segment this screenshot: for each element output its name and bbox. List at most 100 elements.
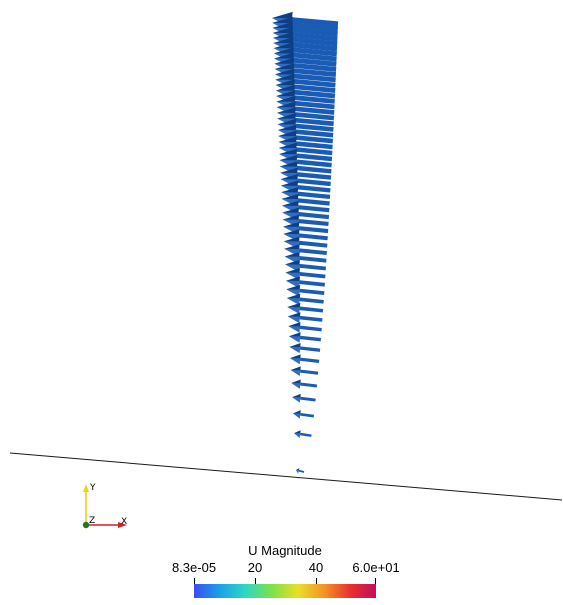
vector-head-highlight bbox=[289, 346, 301, 354]
z-axis-label: Z bbox=[89, 516, 95, 526]
vector-shaft bbox=[300, 412, 315, 418]
vector-shaft bbox=[292, 47, 337, 57]
ground-line bbox=[9, 452, 563, 501]
velocity-vector-glyph bbox=[292, 410, 315, 419]
vector-shaft bbox=[299, 271, 326, 279]
vector-shaft bbox=[298, 218, 329, 227]
scalar-colorbar[interactable]: U Magnitude 8.3e-05 20 40 6.0e+01 bbox=[160, 543, 410, 603]
colorbar-tick-label-min: 8.3e-05 bbox=[171, 560, 217, 575]
velocity-vector-glyph bbox=[290, 366, 319, 376]
vector-shaft bbox=[299, 263, 327, 271]
vector-shaft bbox=[298, 233, 328, 241]
vector-shaft bbox=[292, 52, 337, 62]
vector-shaft bbox=[298, 248, 327, 256]
velocity-vector-glyph bbox=[294, 430, 312, 438]
vector-shaft bbox=[296, 147, 333, 156]
vector-shaft bbox=[294, 95, 335, 104]
vector-shaft bbox=[298, 240, 328, 248]
colorbar-tick-mark bbox=[375, 578, 376, 584]
vector-shaft bbox=[299, 288, 325, 295]
z-axis-dot bbox=[82, 521, 90, 529]
vector-shaft bbox=[293, 62, 337, 72]
vector-shaft bbox=[298, 211, 330, 220]
vector-shaft bbox=[296, 165, 332, 174]
vector-head-highlight bbox=[287, 316, 300, 324]
velocity-vector-glyph bbox=[285, 276, 325, 288]
vector-shaft bbox=[292, 37, 338, 47]
colorbar-gradient bbox=[194, 584, 376, 598]
colorbar-tick-mark bbox=[194, 578, 195, 584]
vector-shaft bbox=[295, 135, 334, 144]
vector-shaft bbox=[296, 172, 332, 180]
y-axis-arrowhead bbox=[83, 484, 89, 492]
colorbar-tick-label-40: 40 bbox=[308, 560, 324, 575]
orientation-axes-widget[interactable]: Y Z X bbox=[82, 483, 127, 529]
vector-head-highlight bbox=[294, 433, 301, 438]
velocity-vector-glyph bbox=[292, 393, 316, 403]
vector-shaft bbox=[295, 117, 334, 127]
vector-head-highlight bbox=[288, 326, 301, 333]
vector-shaft bbox=[299, 325, 322, 332]
velocity-vector-glyph bbox=[290, 354, 320, 365]
x-axis-label: X bbox=[121, 517, 127, 527]
vector-shaft bbox=[296, 159, 332, 168]
vector-head-highlight bbox=[292, 413, 301, 419]
vector-shaft bbox=[291, 22, 339, 32]
vector-shaft bbox=[297, 205, 330, 213]
velocity-vector-glyph bbox=[291, 379, 318, 389]
colorbar-tick-mark bbox=[255, 578, 256, 584]
velocity-vector-glyph bbox=[288, 322, 322, 333]
velocity-vector-glyph bbox=[286, 293, 324, 305]
velocity-glyphs bbox=[272, 11, 339, 474]
velocity-vector-glyph bbox=[288, 332, 322, 343]
vector-shaft bbox=[295, 123, 334, 132]
vector-shaft bbox=[293, 73, 336, 83]
vector-shaft bbox=[296, 153, 333, 162]
vector-shaft bbox=[299, 315, 323, 322]
vector-shaft bbox=[297, 185, 331, 193]
vector-head-highlight bbox=[287, 307, 300, 314]
vector-head-highlight bbox=[296, 470, 299, 474]
vector-shaft bbox=[294, 100, 335, 110]
vector-shaft bbox=[299, 357, 320, 363]
vector-shaft bbox=[293, 68, 337, 78]
vector-shaft bbox=[292, 32, 338, 42]
vector-shaft bbox=[294, 89, 336, 99]
vector-head-highlight bbox=[285, 280, 300, 288]
vector-shaft bbox=[292, 27, 338, 37]
colorbar-tick-mark bbox=[316, 578, 317, 584]
vector-shaft bbox=[293, 84, 336, 93]
vector-shaft bbox=[293, 78, 336, 88]
vector-head-highlight bbox=[290, 358, 301, 365]
vector-shaft bbox=[299, 335, 322, 342]
vector-shaft bbox=[292, 42, 338, 52]
vector-head-highlight bbox=[288, 336, 301, 343]
vector-shaft bbox=[297, 198, 330, 206]
velocity-vector-glyph bbox=[289, 343, 321, 354]
vector-shaft bbox=[298, 469, 305, 473]
velocity-vector-glyph bbox=[286, 284, 325, 297]
vector-shaft bbox=[298, 226, 329, 234]
vector-shaft bbox=[299, 297, 324, 304]
vector-shaft bbox=[299, 306, 324, 313]
vector-shaft bbox=[297, 178, 331, 187]
vector-shaft bbox=[297, 191, 331, 200]
vector-shaft bbox=[299, 432, 312, 437]
vector-shaft bbox=[291, 17, 339, 27]
vector-shaft bbox=[295, 129, 334, 138]
vector-shaft bbox=[299, 346, 321, 352]
vector-shaft bbox=[293, 57, 337, 67]
velocity-vector-glyph bbox=[287, 302, 324, 314]
vector-shaft bbox=[300, 382, 318, 388]
vector-head-highlight bbox=[291, 382, 301, 389]
y-axis-label: Y bbox=[89, 483, 96, 493]
vector-head-highlight bbox=[292, 397, 301, 403]
colorbar-tick-label-20: 20 bbox=[247, 560, 263, 575]
vector-shaft bbox=[298, 256, 327, 263]
vector-shaft bbox=[300, 396, 316, 402]
vector-head-highlight bbox=[286, 297, 300, 305]
vector-shaft bbox=[299, 280, 325, 287]
vector-head-highlight bbox=[290, 370, 301, 376]
vector-shaft bbox=[294, 106, 335, 115]
